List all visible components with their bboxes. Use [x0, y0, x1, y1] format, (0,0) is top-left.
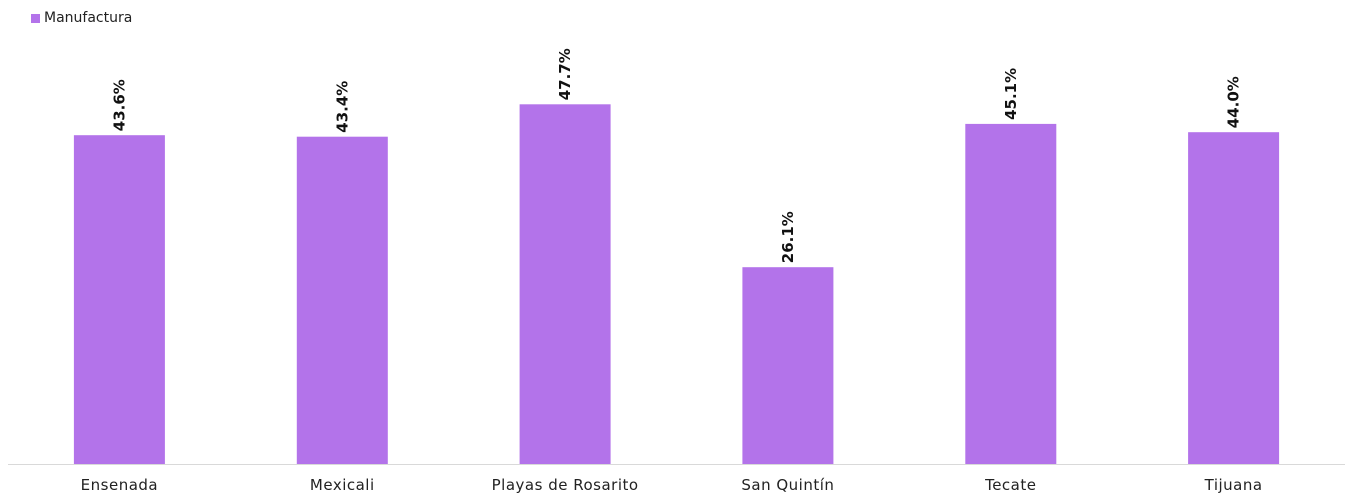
bar	[742, 267, 834, 464]
data-label: 45.1%	[1002, 68, 1020, 120]
x-tick-label: Tijuana	[1204, 476, 1263, 494]
x-tick-label: Tecate	[984, 476, 1036, 494]
data-label: 47.7%	[556, 48, 574, 100]
legend-swatch	[31, 13, 40, 23]
bar	[519, 104, 611, 465]
bar	[1188, 132, 1280, 464]
x-tick-label: Mexicali	[310, 476, 375, 494]
data-label: 26.1%	[779, 211, 797, 263]
x-tick-label: Playas de Rosarito	[492, 476, 639, 494]
legend: Manufactura	[31, 10, 132, 26]
x-tick-label: Ensenada	[81, 476, 158, 494]
bar	[965, 123, 1057, 465]
legend-label: Manufactura	[44, 10, 133, 26]
x-tick-label: San Quintín	[741, 476, 834, 494]
bar	[296, 136, 388, 464]
data-label: 43.6%	[110, 79, 128, 131]
data-label: 44.0%	[1225, 76, 1243, 128]
bar	[73, 135, 165, 464]
data-label: 43.4%	[333, 81, 351, 133]
